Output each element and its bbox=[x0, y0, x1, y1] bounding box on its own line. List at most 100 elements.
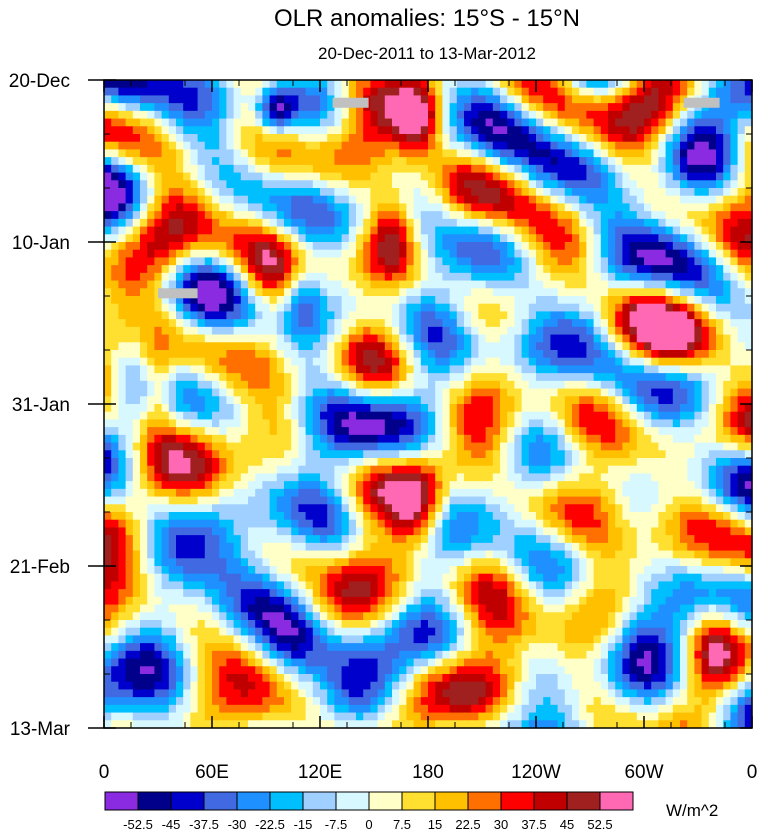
field-cell bbox=[176, 326, 184, 336]
field-cell bbox=[420, 103, 429, 112]
field-cell bbox=[341, 272, 350, 282]
field-cell bbox=[348, 195, 357, 205]
field-cell bbox=[543, 380, 551, 390]
field-cell bbox=[140, 172, 148, 181]
field-cell bbox=[190, 481, 199, 490]
field-cell bbox=[420, 473, 429, 482]
field-cell bbox=[212, 249, 220, 259]
field-cell bbox=[248, 365, 256, 374]
field-cell bbox=[132, 465, 141, 475]
field-cell bbox=[672, 481, 681, 490]
field-cell bbox=[651, 388, 659, 397]
field-cell bbox=[449, 334, 458, 343]
field-cell bbox=[420, 380, 429, 390]
field-cell bbox=[384, 242, 393, 251]
field-cell bbox=[680, 134, 688, 143]
field-cell bbox=[377, 303, 386, 313]
field-cell bbox=[255, 326, 263, 336]
field-cell bbox=[284, 211, 292, 220]
field-cell bbox=[521, 149, 530, 158]
field-cell bbox=[665, 149, 674, 158]
field-cell bbox=[543, 488, 551, 498]
field-cell bbox=[744, 311, 753, 320]
field-cell bbox=[392, 272, 400, 282]
field-cell bbox=[593, 380, 602, 390]
field-cell bbox=[572, 365, 580, 374]
field-cell bbox=[500, 188, 508, 197]
field-cell bbox=[183, 164, 191, 174]
field-cell bbox=[629, 172, 638, 181]
field-cell bbox=[644, 411, 652, 421]
field-cell bbox=[579, 87, 587, 97]
field-cell bbox=[240, 211, 249, 220]
field-cell bbox=[579, 342, 587, 351]
field-cell bbox=[485, 149, 494, 158]
field-cell bbox=[399, 488, 407, 498]
field-cell bbox=[118, 218, 127, 228]
field-cell bbox=[111, 280, 119, 289]
field-cell bbox=[701, 87, 710, 97]
field-cell bbox=[485, 257, 494, 266]
field-cell bbox=[557, 458, 566, 467]
field-cell bbox=[147, 280, 155, 289]
field-cell bbox=[219, 141, 227, 151]
field-cell bbox=[420, 311, 429, 320]
field-cell bbox=[500, 203, 508, 212]
field-cell bbox=[478, 280, 487, 289]
field-cell bbox=[276, 164, 285, 174]
field-cell bbox=[312, 326, 321, 336]
field-cell bbox=[442, 326, 451, 336]
field-cell bbox=[413, 141, 422, 151]
field-cell bbox=[377, 434, 386, 444]
field-cell bbox=[132, 211, 141, 220]
field-cell bbox=[269, 249, 278, 259]
field-cell bbox=[543, 357, 551, 367]
field-cell bbox=[197, 157, 206, 166]
field-cell bbox=[348, 234, 357, 243]
field-cell bbox=[204, 303, 213, 313]
field-cell bbox=[219, 303, 227, 313]
field-cell bbox=[248, 226, 256, 235]
field-cell bbox=[442, 419, 451, 428]
field-cell bbox=[320, 288, 328, 297]
field-cell bbox=[478, 334, 487, 343]
field-cell bbox=[255, 496, 263, 505]
field-cell bbox=[363, 350, 371, 359]
field-cell bbox=[701, 473, 710, 482]
field-cell bbox=[111, 334, 119, 343]
field-cell bbox=[384, 473, 393, 482]
field-cell bbox=[132, 350, 141, 359]
field-cell bbox=[492, 488, 501, 498]
field-cell bbox=[485, 434, 494, 444]
field-cell bbox=[233, 203, 242, 212]
field-cell bbox=[356, 334, 364, 343]
field-cell bbox=[204, 334, 213, 343]
field-cell bbox=[471, 427, 479, 436]
field-cell bbox=[636, 257, 645, 266]
field-cell bbox=[140, 180, 148, 189]
field-cell bbox=[586, 188, 595, 197]
field-cell bbox=[406, 396, 415, 405]
field-cell bbox=[392, 249, 400, 259]
field-cell bbox=[420, 95, 429, 104]
field-cell bbox=[248, 481, 256, 490]
field-cell bbox=[327, 326, 335, 336]
field-cell bbox=[658, 288, 667, 297]
field-cell bbox=[420, 288, 429, 297]
field-cell bbox=[341, 496, 350, 505]
field-cell bbox=[464, 188, 472, 197]
field-cell bbox=[564, 95, 573, 104]
field-cell bbox=[363, 110, 371, 120]
field-cell bbox=[377, 257, 386, 266]
field-cell bbox=[744, 373, 753, 382]
field-cell bbox=[284, 373, 292, 382]
field-cell bbox=[212, 311, 220, 320]
field-cell bbox=[291, 504, 299, 513]
field-cell bbox=[665, 450, 674, 459]
field-cell bbox=[147, 288, 155, 297]
field-cell bbox=[291, 388, 299, 397]
field-cell bbox=[636, 157, 645, 166]
field-cell bbox=[485, 458, 494, 467]
field-cell bbox=[204, 188, 213, 197]
field-cell bbox=[543, 188, 551, 197]
